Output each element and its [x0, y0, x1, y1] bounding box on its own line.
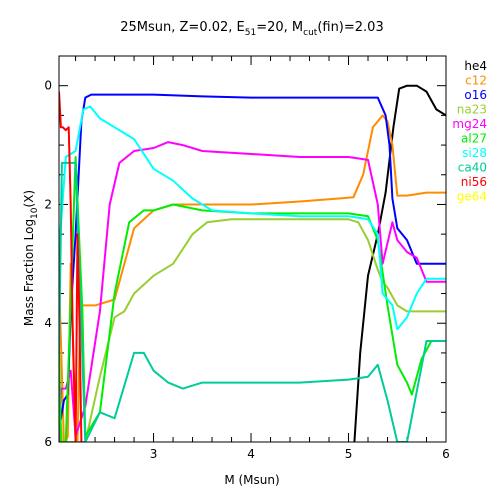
- legend-label-na23: na23: [457, 103, 487, 117]
- series-line-al27: [59, 156, 446, 442]
- y-tick-label: 2: [44, 197, 52, 211]
- x-tick-label: 3: [150, 447, 158, 461]
- x-axis-label: M (Msun): [224, 473, 279, 487]
- chart-title: 25Msun, Z=0.02, E51=20, Mcut(fin)=2.03: [120, 20, 383, 38]
- legend-label-mg24: mg24: [452, 117, 487, 131]
- series-line-si28: [59, 105, 446, 331]
- legend-label-o16: o16: [464, 88, 487, 102]
- axis-ticks: 3 4 5 6 0 2 4 6: [44, 55, 450, 461]
- series-line-mg24: [59, 141, 446, 442]
- svg-text:Mass Fraction Log10(X): Mass Fraction Log10(X): [22, 190, 40, 326]
- legend-label-c12: c12: [465, 74, 487, 88]
- y-tick-label: 0: [44, 79, 52, 93]
- series-line-na23: [59, 218, 446, 442]
- series-line-o16: [59, 93, 446, 431]
- series-line-ca40: [59, 161, 446, 442]
- x-tick-label: 4: [247, 447, 255, 461]
- legend-label-ca40: ca40: [458, 161, 487, 175]
- y-tick-label: 4: [44, 316, 52, 330]
- series-line-he4: [353, 84, 446, 442]
- legend-label-he4: he4: [464, 59, 487, 73]
- x-tick-label: 5: [345, 447, 353, 461]
- series-lines: [59, 84, 446, 442]
- legend-label-si28: si28: [462, 146, 487, 160]
- plot-frame: [58, 55, 447, 443]
- y-tick-label: 6: [44, 435, 52, 449]
- legend-label-al27: al27: [461, 132, 487, 146]
- x-tick-label: 6: [442, 447, 450, 461]
- legend-label-ni56: ni56: [461, 175, 487, 189]
- y-axis-label: Mass Fraction Log10(X): [22, 190, 40, 326]
- series-line-ni56: [59, 91, 83, 442]
- legend-label-ge64: ge64: [457, 190, 487, 204]
